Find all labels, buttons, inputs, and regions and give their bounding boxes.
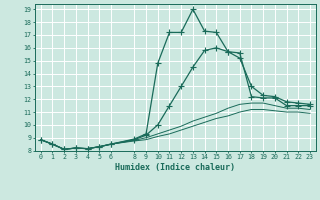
X-axis label: Humidex (Indice chaleur): Humidex (Indice chaleur) [115,163,235,172]
